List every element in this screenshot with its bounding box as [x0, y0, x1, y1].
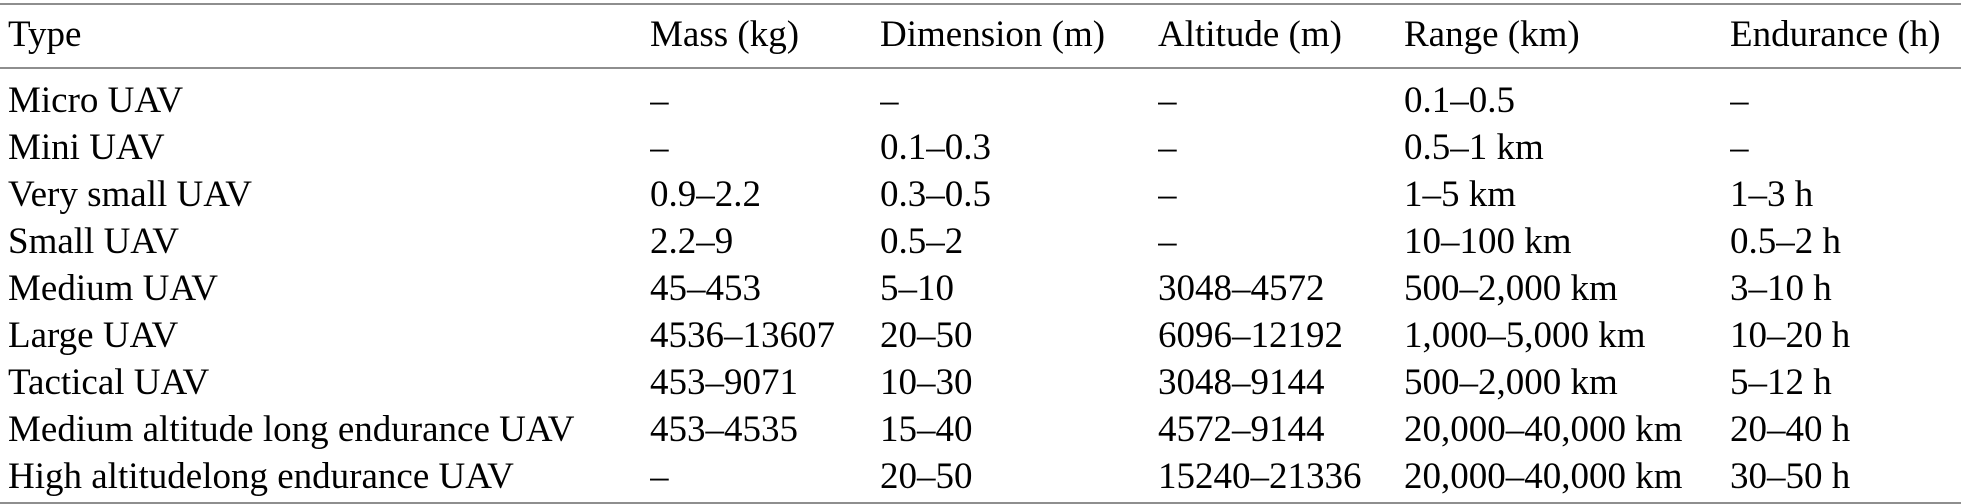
table-cell-dimension: – [880, 80, 899, 121]
table-cell-type: Small UAV [8, 221, 179, 262]
table-cell-altitude: – [1158, 221, 1177, 262]
table-row: Large UAV 4536–13607 20–50 6096–12192 1,000–… [0, 312, 1961, 359]
table-row: Tactical UAV 453–9071 10–30 3048–9144 500–2,… [0, 359, 1961, 406]
table-row: Very small UAV 0.9–2.2 0.3–0.5 – 1–5 km 1–3 h [0, 171, 1961, 218]
table-cell-altitude: 3048–4572 [1158, 268, 1325, 309]
table-cell-dimension: 15–40 [880, 409, 973, 450]
table-cell-dimension: 0.3–0.5 [880, 174, 991, 215]
table-cell-mass: 0.9–2.2 [650, 174, 761, 215]
table-cell-dimension: 20–50 [880, 315, 973, 356]
table-cell-type: Mini UAV [8, 127, 165, 168]
table-cell-range: 10–100 km [1404, 221, 1572, 262]
table-cell-range: 0.1–0.5 [1404, 80, 1515, 121]
table-cell-altitude: 3048–9144 [1158, 362, 1325, 403]
header-row: Type Mass (kg) Dimension (m) Altitude (m) Ra… [0, 4, 1961, 69]
table-cell-range: 500–2,000 km [1404, 362, 1618, 403]
table-cell-endurance: – [1730, 80, 1749, 121]
table-cell-range: 20,000–40,000 km [1404, 456, 1683, 497]
table-cell-endurance: 1–3 h [1730, 174, 1814, 215]
table-cell-altitude: – [1158, 174, 1177, 215]
table-cell-mass: – [650, 80, 669, 121]
table-cell-type: Medium altitude long endurance UAV [8, 409, 575, 450]
column-header-endurance: Endurance (h) [1730, 4, 1961, 69]
table-cell-altitude: 4572–9144 [1158, 409, 1325, 450]
table-cell-type: Micro UAV [8, 80, 184, 121]
table-cell-dimension: 10–30 [880, 362, 973, 403]
table-cell-mass: 453–9071 [650, 362, 798, 403]
table-cell-endurance: 10–20 h [1730, 315, 1851, 356]
table-cell-altitude: – [1158, 127, 1177, 168]
table-cell-type: Tactical UAV [8, 362, 210, 403]
table-cell-dimension: 0.5–2 [880, 221, 964, 262]
table-header-row: Type Mass (kg) Dimension (m) Altitude (m) Ra… [0, 4, 1961, 69]
column-header-mass: Mass (kg) [650, 4, 880, 69]
column-header-altitude: Altitude (m) [1158, 4, 1404, 69]
table-row: Micro UAV – – – 0.1–0.5 – [0, 68, 1961, 124]
table-cell-type: Large UAV [8, 315, 179, 356]
column-header-range: Range (km) [1404, 4, 1730, 69]
table-cell-range: 1–5 km [1404, 174, 1517, 215]
table-cell-mass: 453–4535 [650, 409, 798, 450]
table-row: Mini UAV – 0.1–0.3 – 0.5–1 km – [0, 124, 1961, 171]
table-cell-type: High altitudelong endurance UAV [8, 456, 514, 497]
table-cell-range: 20,000–40,000 km [1404, 409, 1683, 450]
table-cell-mass: 4536–13607 [650, 315, 835, 356]
table-cell-type: Very small UAV [8, 174, 252, 215]
table-cell-altitude: 15240–21336 [1158, 456, 1362, 497]
table-cell-dimension: 20–50 [880, 456, 973, 497]
table-cell-range: 1,000–5,000 km [1404, 315, 1646, 356]
table-row: Medium UAV 45–453 5–10 3048–4572 500–2,000 k… [0, 265, 1961, 312]
table-cell-endurance: 20–40 h [1730, 409, 1851, 450]
table-row: High altitudelong endurance UAV – 20–50 152… [0, 453, 1961, 503]
table-cell-endurance: – [1730, 127, 1749, 168]
table-cell-endurance: 30–50 h [1730, 456, 1851, 497]
column-header-dimension: Dimension (m) [880, 4, 1158, 69]
table-cell-mass: – [650, 127, 669, 168]
table-row: Medium altitude long endurance UAV 453–45… [0, 406, 1961, 453]
table-cell-endurance: 0.5–2 h [1730, 221, 1841, 262]
table-row: Small UAV 2.2–9 0.5–2 – 10–100 km 0.5–2 h [0, 218, 1961, 265]
table-cell-dimension: 0.1–0.3 [880, 127, 991, 168]
table-cell-type: Medium UAV [8, 268, 219, 309]
table-body: Micro UAV – – – 0.1–0.5 – Mini UAV – 0.1–0.3 – 0.5… [0, 68, 1961, 503]
table-cell-range: 0.5–1 km [1404, 127, 1544, 168]
table-cell-mass: 2.2–9 [650, 221, 734, 262]
table-cell-mass: – [650, 456, 669, 497]
table-cell-mass: 45–453 [650, 268, 761, 309]
column-header-type: Type [0, 4, 650, 69]
table-cell-endurance: 5–12 h [1730, 362, 1832, 403]
table-cell-dimension: 5–10 [880, 268, 954, 309]
table-cell-altitude: 6096–12192 [1158, 315, 1343, 356]
table-cell-endurance: 3–10 h [1730, 268, 1832, 309]
table-cell-altitude: – [1158, 80, 1177, 121]
table-cell-range: 500–2,000 km [1404, 268, 1618, 309]
uav-classification-table: Type Mass (kg) Dimension (m) Altitude (m) Ra… [0, 3, 1961, 504]
